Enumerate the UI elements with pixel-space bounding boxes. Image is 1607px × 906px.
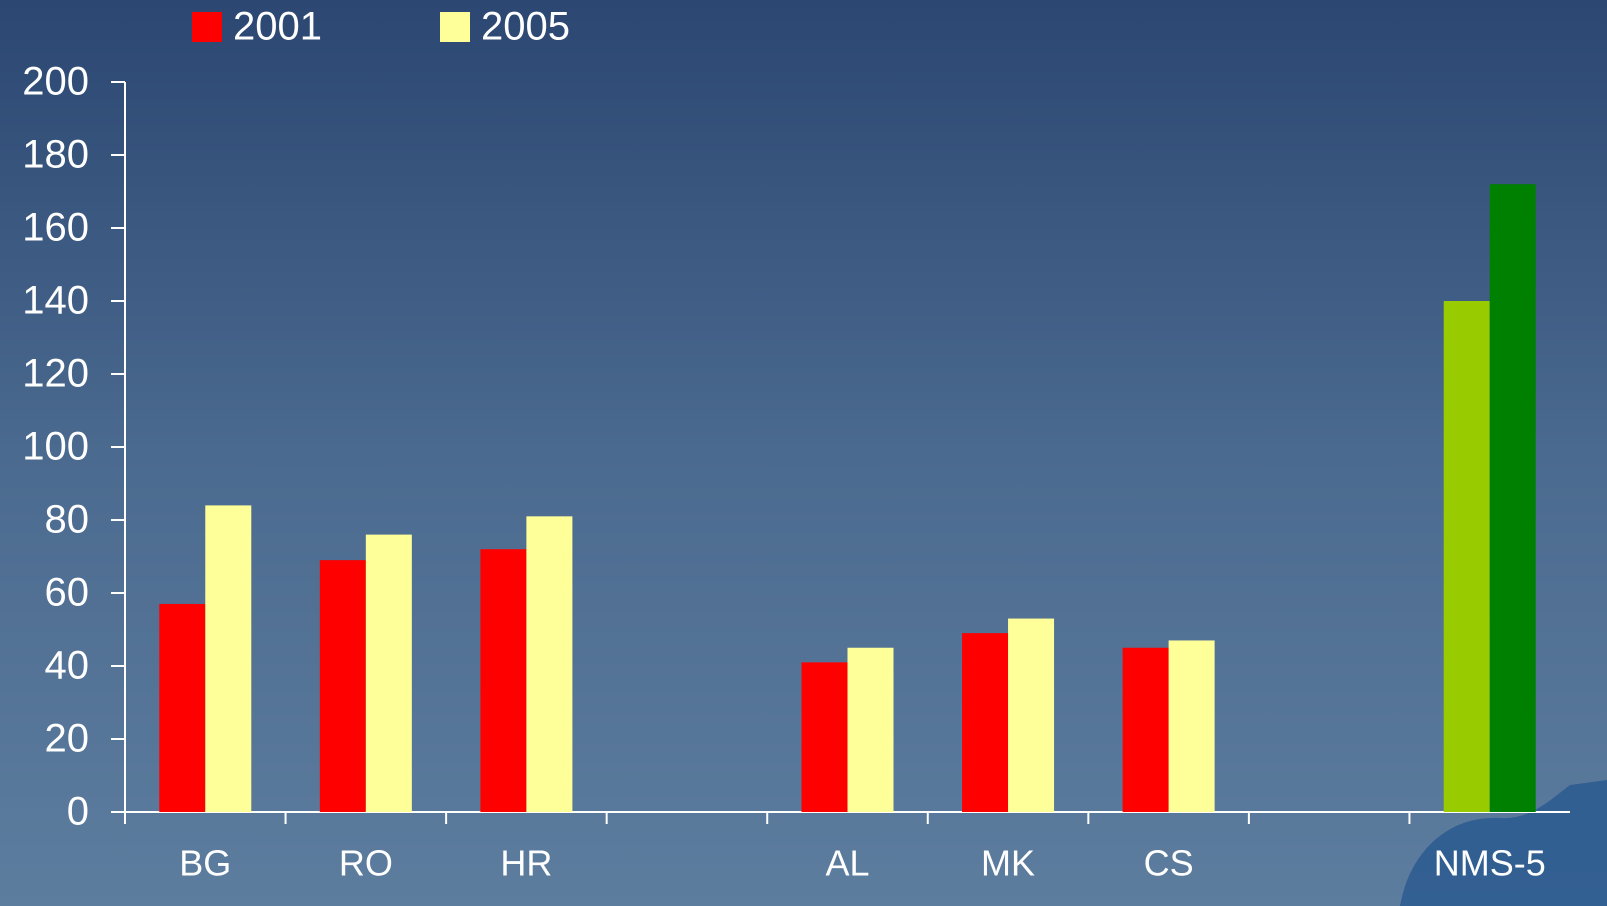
y-tick-label: 20 bbox=[45, 717, 90, 761]
legend-label: 2001 bbox=[233, 5, 322, 49]
x-tick-label: MK bbox=[981, 843, 1035, 884]
bar bbox=[1443, 301, 1490, 812]
y-tick-label: 100 bbox=[22, 425, 89, 469]
bar bbox=[205, 505, 252, 812]
x-tick-label: CS bbox=[1144, 843, 1194, 884]
bar bbox=[159, 603, 206, 812]
legend-swatch bbox=[440, 12, 470, 42]
bar bbox=[962, 633, 1009, 812]
y-tick-label: 60 bbox=[45, 571, 90, 615]
y-tick-label: 200 bbox=[22, 60, 89, 104]
bar bbox=[1122, 647, 1169, 812]
bar bbox=[480, 549, 527, 812]
bar bbox=[526, 516, 573, 812]
x-tick-label: BG bbox=[179, 843, 231, 884]
bar bbox=[801, 662, 848, 812]
bar bbox=[365, 534, 412, 812]
x-tick-label: RO bbox=[339, 843, 393, 884]
bar bbox=[1168, 640, 1215, 812]
y-tick-label: 40 bbox=[45, 644, 90, 688]
y-tick-label: 0 bbox=[67, 790, 89, 834]
legend-swatch bbox=[192, 12, 222, 42]
x-tick-label: AL bbox=[825, 843, 869, 884]
legend-label: 2005 bbox=[481, 5, 570, 49]
y-tick-label: 80 bbox=[45, 498, 90, 542]
bar bbox=[1008, 618, 1055, 812]
bar bbox=[847, 647, 894, 812]
y-tick-label: 160 bbox=[22, 206, 89, 250]
x-tick-label: HR bbox=[500, 843, 552, 884]
y-tick-label: 140 bbox=[22, 279, 89, 323]
x-tick-label: NMS-5 bbox=[1434, 843, 1546, 884]
bar bbox=[319, 560, 366, 812]
y-tick-label: 180 bbox=[22, 133, 89, 177]
y-tick-label: 120 bbox=[22, 352, 89, 396]
bar bbox=[1489, 184, 1536, 812]
